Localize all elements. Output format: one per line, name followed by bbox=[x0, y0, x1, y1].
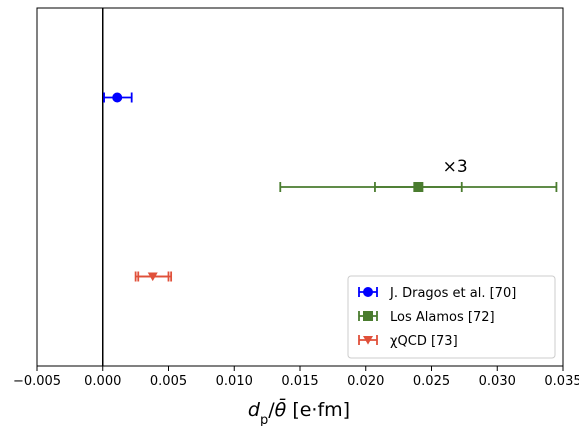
x-tick-label: 0.020 bbox=[347, 374, 384, 389]
x-tick-label: 0.025 bbox=[413, 374, 450, 389]
x-tick-label: 0.030 bbox=[479, 374, 516, 389]
legend-label: J. Dragos et al. [70] bbox=[389, 286, 516, 301]
x-tick-label: −0.005 bbox=[13, 374, 61, 389]
x-axis-label-theta: θ̄ bbox=[275, 397, 287, 421]
legend-marker bbox=[363, 335, 373, 345]
series-2 bbox=[279, 182, 558, 192]
x-axis-label-unit: [e·fm] bbox=[286, 399, 350, 421]
legend-item-3: χQCD [73] bbox=[358, 334, 458, 349]
series-3 bbox=[134, 271, 173, 282]
legend-item-1: J. Dragos et al. [70] bbox=[358, 286, 516, 301]
x-tick-label: 0.015 bbox=[281, 374, 318, 389]
data-point-square bbox=[413, 182, 424, 192]
x-axis-label-main: d bbox=[248, 399, 261, 421]
x-tick-label: 0.000 bbox=[84, 374, 121, 389]
x-tick-label: 0.005 bbox=[150, 374, 187, 389]
data-point-circle bbox=[112, 92, 123, 103]
x-axis-label: dp/θ̄ [e·fm] bbox=[248, 397, 350, 426]
series-1 bbox=[103, 92, 133, 103]
x-axis-label-slash: / bbox=[268, 399, 275, 421]
legend-box bbox=[347, 275, 556, 359]
legend-marker bbox=[363, 311, 373, 321]
legend-marker bbox=[363, 287, 373, 297]
data-point-triangle-down bbox=[147, 272, 158, 282]
x-tick-label: 0.035 bbox=[544, 374, 579, 389]
legend-label: χQCD [73] bbox=[390, 334, 458, 349]
legend-label: Los Alamos [72] bbox=[390, 310, 495, 325]
x-tick-label: 0.010 bbox=[216, 374, 253, 389]
x-axis-label-sub: p bbox=[260, 413, 268, 426]
annotation: ×3 bbox=[443, 157, 468, 177]
legend-item-2: Los Alamos [72] bbox=[358, 310, 495, 325]
